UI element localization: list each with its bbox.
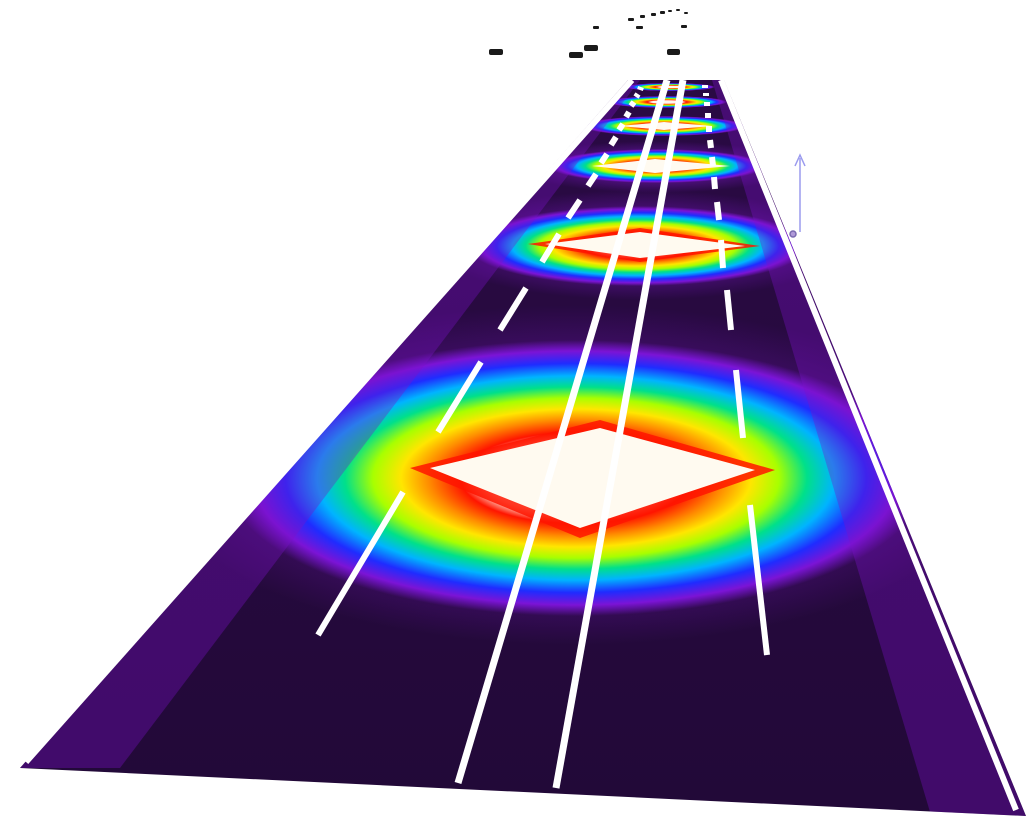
dash [539,232,562,264]
hotspot-6 [625,83,715,91]
hotspot-core-3 [592,159,730,173]
vehicle-12 [684,12,688,14]
dash [733,369,746,439]
left-edge-line [23,78,635,764]
hotspot-core-1-inner [430,428,755,528]
left-dashed-line [315,86,644,637]
vehicle-11 [676,9,680,11]
vehicle-3 [584,45,598,51]
dash [718,239,726,269]
axis-arrowhead [794,153,806,167]
dash [707,139,714,149]
vehicle-8 [651,13,656,16]
hotspot-5 [607,96,727,108]
dash [709,156,716,167]
center-line-left [454,79,671,784]
vehicle-13 [636,26,643,29]
vehicle-1 [489,49,503,55]
vehicle-10 [668,10,672,12]
dash [637,86,644,91]
dash [623,110,632,119]
dash [608,135,619,147]
dash [711,176,718,190]
ego-origin-dot [789,230,797,238]
dash [714,201,722,221]
right-edge-line [718,78,1019,812]
dash [633,92,641,99]
hotspot-core-2-inner [545,232,745,258]
right-dashed-line [702,85,770,656]
vehicle-4 [667,49,680,55]
dash [724,289,734,331]
hotspot-core-4 [620,122,712,130]
center-line-right [552,79,687,789]
dash [598,152,610,165]
distant-vehicles [489,9,688,58]
dash [585,172,599,188]
ego-axis-arrow [789,153,806,238]
vehicle-7 [640,15,645,18]
dash [315,490,406,637]
vehicle-14 [681,25,687,28]
lane-markings [23,78,1019,812]
dash [565,198,583,220]
dash [747,504,770,656]
vehicle-2 [569,52,583,58]
vehicle-6 [628,18,634,21]
dash [616,122,626,132]
vehicle-9 [660,11,665,14]
dash [628,100,637,108]
vehicle-5 [593,26,599,29]
dash [435,360,484,434]
dash [497,286,529,332]
